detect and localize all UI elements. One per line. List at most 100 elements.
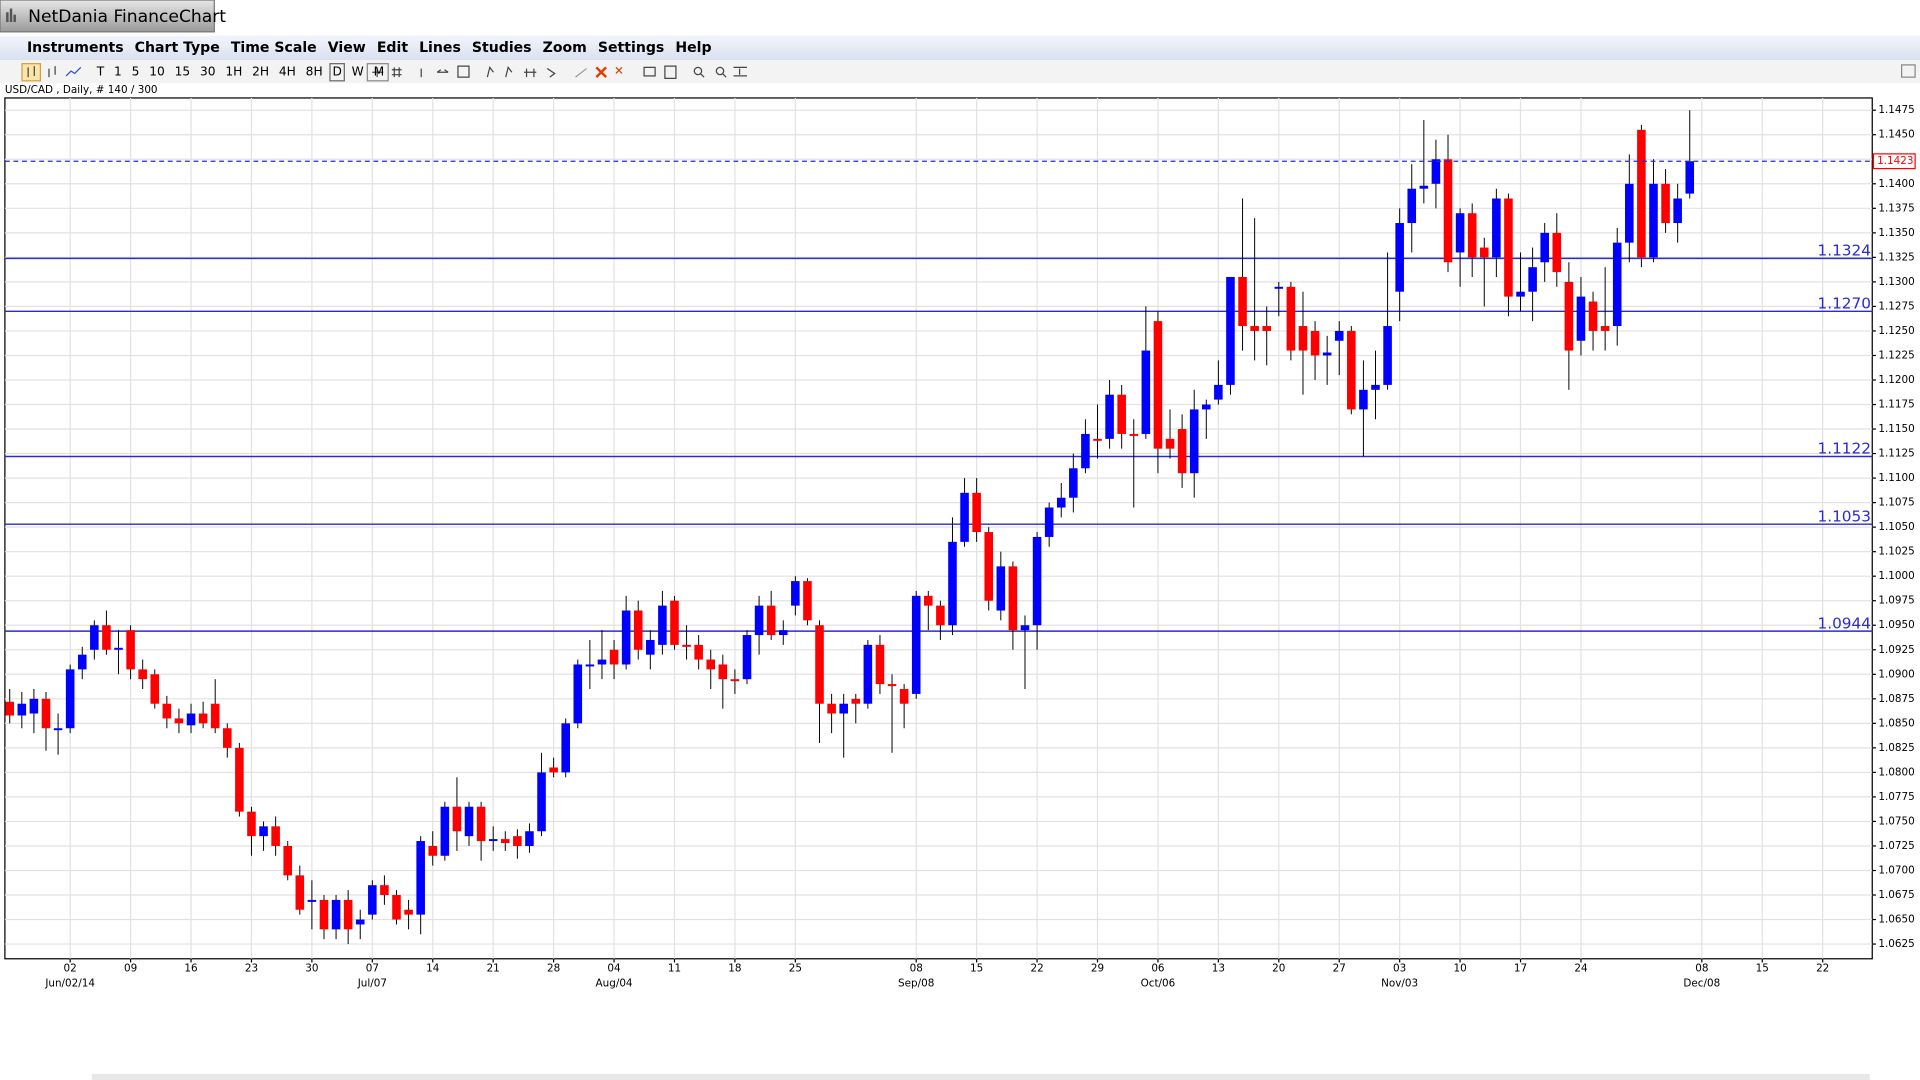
menu-item[interactable]: Time Scale — [231, 40, 317, 56]
timeframe-button[interactable]: 4H — [279, 65, 296, 79]
y-tick-label: 1.0650 — [1878, 914, 1914, 926]
y-tick-label: 1.0925 — [1878, 644, 1914, 656]
timeframe-button[interactable]: 1 — [114, 65, 122, 79]
timeframe-button[interactable]: 2H — [252, 65, 269, 79]
timeframes: T 1 5 10 15 30 1H 2H 4H 8H D W M — [96, 63, 385, 82]
month-label: Oct/06 — [1141, 977, 1176, 989]
candle-body — [1407, 188, 1417, 224]
y-tick-label: 1.1325 — [1878, 251, 1914, 263]
month-label: Jul/07 — [357, 977, 387, 989]
menu-item[interactable]: Lines — [419, 40, 461, 56]
timeframe-button[interactable]: 10 — [149, 65, 165, 79]
candle-body — [1528, 267, 1537, 292]
y-tick-label: 1.1100 — [1878, 472, 1914, 484]
timeframe-button[interactable]: 15 — [175, 65, 191, 79]
candle-body — [1540, 232, 1549, 263]
menu-item[interactable]: Edit — [377, 40, 409, 56]
x-tick-label: 23 — [245, 963, 258, 975]
candle-body — [851, 698, 861, 704]
x-tick-label: 14 — [426, 963, 440, 975]
candle-body — [1141, 350, 1151, 434]
candle-body — [174, 718, 184, 724]
y-tick-label: 1.1350 — [1878, 227, 1914, 239]
candle-body — [1226, 276, 1235, 385]
x-tick-label: 27 — [1333, 963, 1346, 975]
timeframe-button[interactable]: 30 — [200, 65, 216, 79]
timeframe-button[interactable]: T — [96, 65, 105, 79]
timeframe-button[interactable]: 8H — [306, 65, 323, 79]
y-tick-label: 1.1375 — [1878, 202, 1914, 214]
timeframe-button[interactable]: D — [332, 65, 341, 79]
timeframe-button[interactable]: 1H — [225, 65, 242, 79]
x-tick-label: 11 — [668, 963, 681, 975]
timeframe-button[interactable]: M — [374, 65, 385, 79]
candle-body — [984, 532, 994, 601]
y-tick-label: 1.0825 — [1878, 742, 1914, 754]
candle-body — [138, 669, 147, 680]
x-tick-label: 06 — [1151, 963, 1164, 975]
candle-body — [621, 610, 631, 665]
candle-body — [633, 610, 643, 650]
candle-body — [1334, 330, 1344, 341]
candle-body — [839, 703, 848, 714]
candle-body — [525, 831, 534, 846]
menu-item[interactable]: Help — [675, 40, 711, 56]
candle-body — [694, 644, 703, 660]
y-tick-label: 1.0725 — [1878, 840, 1914, 852]
level-label: 1.1270 — [1817, 294, 1871, 312]
candle-body — [355, 919, 365, 925]
x-tick-label: 18 — [728, 963, 741, 975]
month-label: Nov/03 — [1381, 977, 1418, 989]
candle-body — [452, 806, 462, 832]
menu-item[interactable]: Chart Type — [135, 40, 220, 56]
candle-body — [1359, 389, 1368, 410]
month-label: Jun/02/14 — [44, 977, 95, 989]
candle-body — [1189, 409, 1199, 474]
candle-body — [77, 654, 87, 670]
candle-body — [198, 713, 208, 724]
y-tick-label: 1.0850 — [1878, 717, 1914, 729]
candle-body — [1576, 296, 1586, 341]
candle-body — [803, 581, 812, 621]
timeframe-button[interactable]: W — [352, 65, 364, 79]
candle-body — [1649, 183, 1658, 258]
candle-body — [537, 772, 546, 832]
y-tick-label: 1.1175 — [1878, 399, 1914, 411]
timeframe-button[interactable]: 5 — [132, 65, 140, 79]
candle-body — [682, 644, 691, 647]
candle-body — [670, 600, 679, 645]
candle-body — [718, 664, 728, 680]
candle-body — [1310, 330, 1320, 356]
candle-body — [791, 581, 800, 606]
y-tick-label: 1.0700 — [1878, 864, 1914, 876]
candle-body — [150, 674, 160, 704]
y-tick-label: 1.1225 — [1878, 349, 1914, 361]
candle-body — [1612, 242, 1622, 327]
candle-body — [102, 625, 111, 650]
candle-body — [210, 703, 220, 729]
menu-item[interactable]: Studies — [472, 40, 532, 56]
candle-body — [1129, 433, 1139, 436]
candle-body — [5, 701, 15, 716]
candle-body — [549, 767, 558, 773]
x-tick-label: 15 — [970, 963, 983, 975]
month-label: Sep/08 — [898, 977, 934, 989]
x-tick-label: 20 — [1272, 963, 1285, 975]
candle-body — [114, 647, 123, 650]
candle-body — [29, 698, 39, 714]
candle-body — [331, 899, 341, 930]
candle-body — [319, 899, 329, 930]
candle-body — [283, 845, 293, 876]
menu-item[interactable]: Settings — [598, 40, 664, 56]
candle-body — [271, 826, 280, 846]
x-tick-label: 24 — [1574, 963, 1588, 975]
y-tick-label: 1.1300 — [1878, 276, 1914, 288]
candle-body — [1371, 384, 1380, 390]
x-tick-label: 03 — [1393, 963, 1406, 975]
menu-item[interactable]: Instruments — [27, 40, 124, 56]
menu-item[interactable]: Zoom — [543, 40, 587, 56]
menu-item[interactable]: View — [328, 40, 366, 56]
level-label: 1.1053 — [1817, 507, 1871, 525]
candle-body — [1383, 326, 1392, 385]
